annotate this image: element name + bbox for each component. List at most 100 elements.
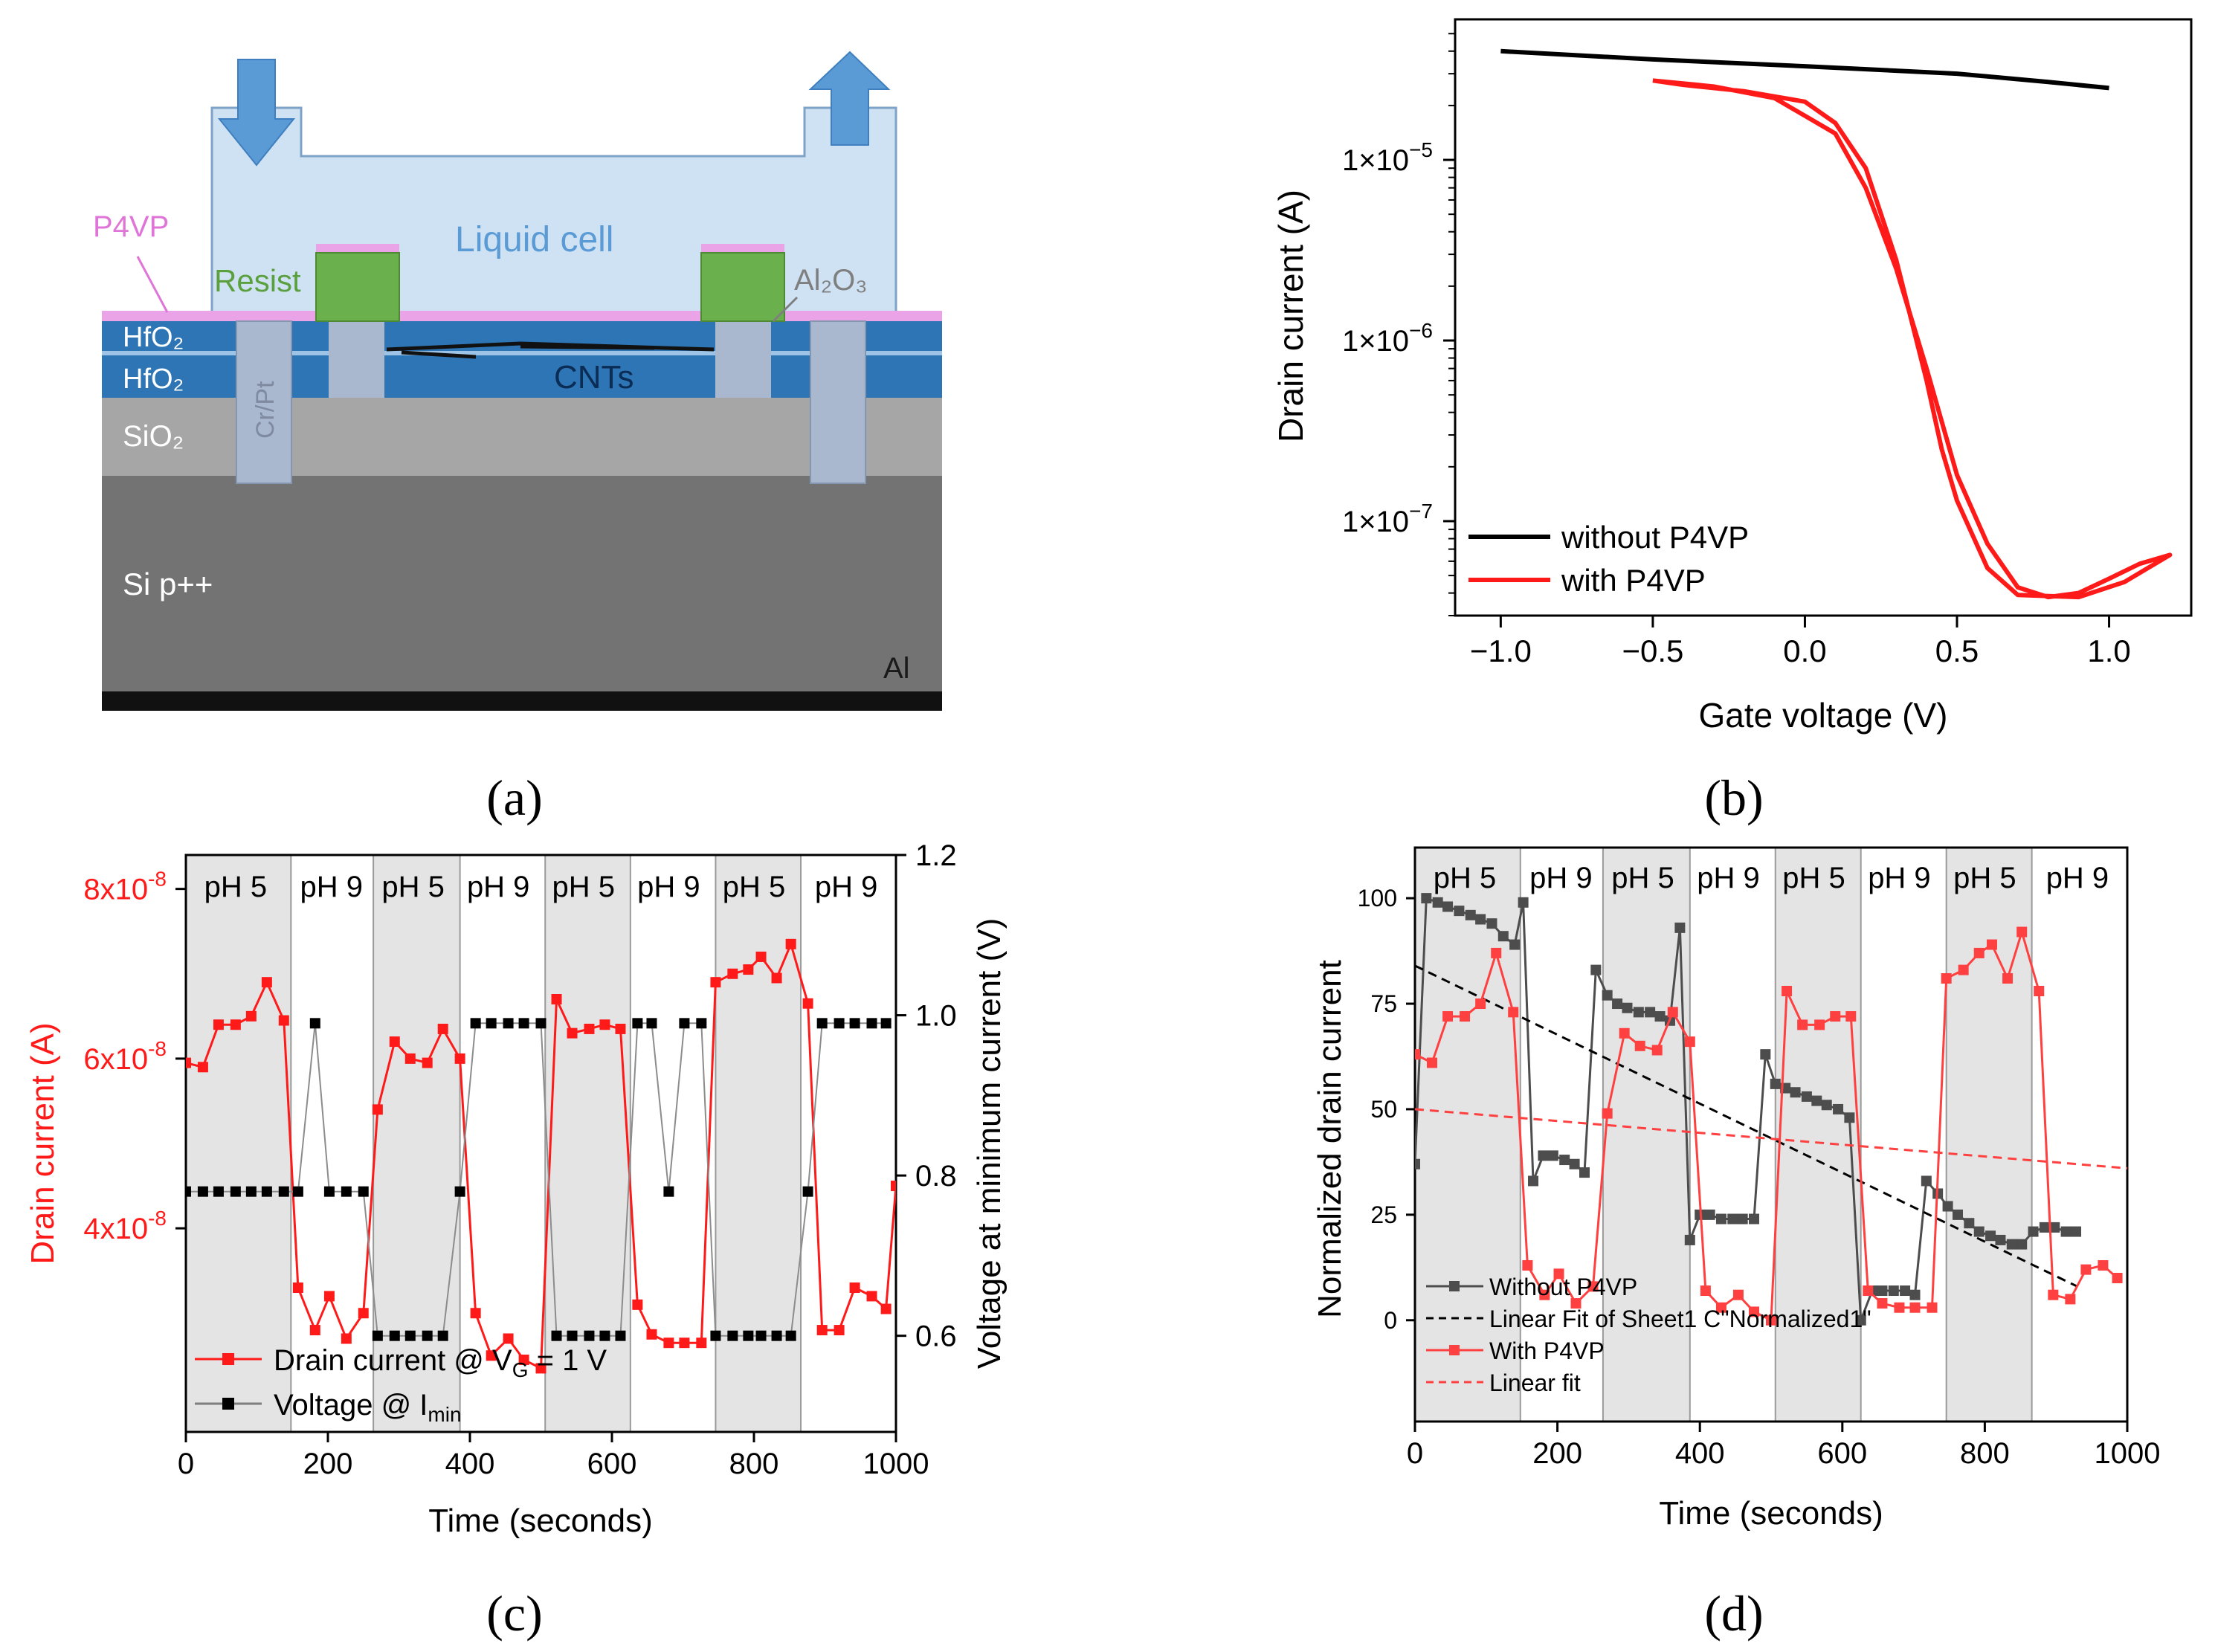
- data-point: [422, 1057, 433, 1068]
- data-point: [503, 1333, 514, 1344]
- data-point: [261, 1186, 272, 1197]
- region-label: pH 5: [1782, 862, 1845, 894]
- data-point: [2002, 972, 2014, 984]
- data-point: [503, 1018, 514, 1029]
- legend-marker-with-p4vp: [1449, 1345, 1460, 1355]
- data-point: [186, 1057, 191, 1068]
- data-point: [849, 1018, 860, 1029]
- data-point: [1863, 1285, 1874, 1297]
- legend-marker-voltage: [222, 1398, 234, 1410]
- series-line: [1500, 48, 2109, 91]
- y2-axis-label: Voltage at minimum current (V): [971, 918, 1007, 1369]
- data-point: [1454, 906, 1465, 917]
- data-point: [816, 1325, 828, 1336]
- data-point: [1651, 1045, 1663, 1056]
- data-point: [1497, 931, 1509, 942]
- al-layer: [102, 691, 942, 711]
- data-point: [1579, 1167, 1590, 1178]
- shaded-region: [1415, 848, 1521, 1422]
- data-point: [309, 1018, 320, 1029]
- y-tick-label: 4x10-8: [83, 1207, 167, 1245]
- data-point: [341, 1186, 352, 1197]
- caption-c: (c): [486, 1585, 542, 1642]
- data-point: [599, 1330, 610, 1341]
- data-point: [866, 1018, 877, 1029]
- data-point: [1491, 947, 1502, 958]
- crpt-contact-right: [810, 320, 866, 484]
- data-point: [470, 1308, 481, 1319]
- x-axis-label: Gate voltage (V): [1699, 696, 1948, 735]
- data-point: [679, 1018, 690, 1029]
- x-tick-label: 800: [729, 1448, 779, 1480]
- legend-label-without-p4vp: without P4VP: [1561, 520, 1749, 555]
- y-tick-label: 100: [1358, 885, 1397, 911]
- data-point: [422, 1330, 433, 1341]
- data-point: [1727, 1213, 1738, 1225]
- data-point: [1432, 897, 1443, 908]
- data-point: [1811, 1095, 1822, 1106]
- data-point: [486, 1350, 497, 1361]
- data-point: [1634, 1040, 1645, 1051]
- y-axis-label: Drain current (A): [1271, 190, 1310, 442]
- data-point: [696, 1018, 707, 1029]
- data-point: [1888, 1285, 1899, 1297]
- label-si: Si p++: [123, 567, 213, 601]
- data-point: [389, 1036, 400, 1048]
- data-point: [470, 1018, 481, 1029]
- data-point: [632, 1018, 643, 1029]
- data-point: [1952, 1209, 1963, 1220]
- y-tick-label: 1×10−7: [1342, 500, 1433, 538]
- data-point: [261, 977, 272, 988]
- legend-marker-without-p4vp: [1449, 1281, 1460, 1291]
- data-point: [646, 1329, 657, 1340]
- x-tick-label: 400: [1675, 1437, 1725, 1470]
- data-point: [437, 1023, 448, 1034]
- data-point: [2016, 1239, 2028, 1250]
- data-point: [1570, 1298, 1582, 1309]
- data-point: [1619, 1027, 1630, 1039]
- data-point: [2080, 1264, 2092, 1275]
- data-point: [1528, 1175, 1539, 1187]
- device-schematic: P4VP Liquid cell Resist Al₂O₃ HfO₂ HfO₂ …: [93, 51, 942, 711]
- y2-tick-label: 1.0: [915, 1000, 957, 1033]
- data-point: [1844, 1112, 1855, 1123]
- x-tick-label: 200: [1532, 1437, 1582, 1470]
- label-hfo2-bottom: HfO₂: [123, 364, 184, 395]
- label-resist: Resist: [214, 263, 301, 298]
- data-point: [771, 1330, 782, 1341]
- data-point: [404, 1330, 416, 1341]
- data-point: [1732, 1289, 1744, 1300]
- data-point: [584, 1330, 595, 1341]
- data-point: [323, 1186, 335, 1197]
- data-point: [2048, 1289, 2059, 1300]
- data-point: [849, 1282, 860, 1293]
- resist-left: [315, 252, 400, 322]
- data-point: [1486, 918, 1497, 929]
- data-point: [323, 1291, 335, 1302]
- y2-tick-label: 0.8: [915, 1160, 957, 1193]
- data-point: [358, 1308, 369, 1319]
- legend-label-drain-current: Drain current @ VG = 1 V: [274, 1344, 607, 1381]
- data-point: [1559, 1155, 1570, 1166]
- data-point: [1942, 1201, 1953, 1212]
- data-point: [1415, 1049, 1420, 1060]
- data-point: [358, 1186, 369, 1197]
- data-point: [1569, 1158, 1580, 1169]
- data-point: [186, 1186, 191, 1197]
- legend-label-with-p4vp: with P4VP: [1561, 563, 1706, 598]
- data-point: [2098, 1259, 2109, 1271]
- plot-frame: [1454, 18, 2193, 617]
- legend-label-voltage: Voltage @ Imin: [274, 1389, 462, 1426]
- data-point: [1442, 901, 1454, 912]
- data-point: [1909, 1289, 1921, 1300]
- data-point: [1830, 1011, 1841, 1022]
- outlet-arrow: [808, 51, 891, 146]
- data-point: [834, 1325, 845, 1336]
- label-hfo2-top: HfO₂: [123, 322, 184, 353]
- inlet-arrow: [217, 59, 296, 167]
- data-point: [802, 1186, 813, 1197]
- data-point: [1460, 1011, 1471, 1022]
- data-point: [1475, 998, 1486, 1010]
- cnt-lines: [386, 341, 715, 359]
- data-point: [567, 1330, 578, 1341]
